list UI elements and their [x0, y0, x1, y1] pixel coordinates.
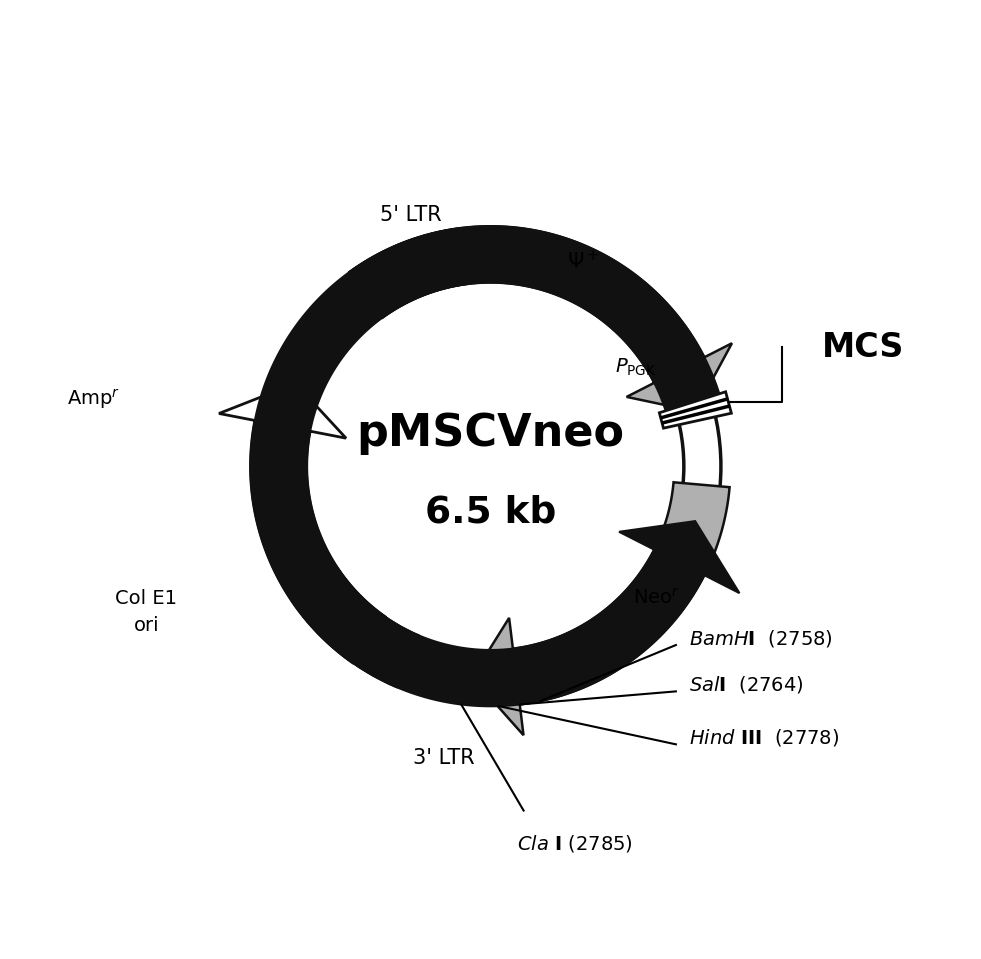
Text: $\mathbf{\mathit{BamH}}$$\mathbf{I}$  (2758): $\mathbf{\mathit{BamH}}$$\mathbf{I}$ (27…: [689, 628, 833, 649]
Text: $\mathit{P}_{\rm PGK}$: $\mathit{P}_{\rm PGK}$: [615, 357, 657, 378]
Text: 3' LTR: 3' LTR: [413, 748, 475, 767]
Wedge shape: [291, 569, 419, 688]
Wedge shape: [349, 228, 468, 317]
Text: 6.5 kb: 6.5 kb: [425, 495, 556, 530]
Text: $\mathbf{\mathit{Cla}}$ $\mathbf{I}$ (2785): $\mathbf{\mathit{Cla}}$ $\mathbf{I}$ (27…: [517, 833, 633, 854]
Text: $\Psi^+$: $\Psi^+$: [567, 249, 599, 272]
Text: Neo$^r$: Neo$^r$: [633, 589, 680, 609]
Text: $\mathbf{\mathit{Sal}}$$\mathbf{I}$  (2764): $\mathbf{\mathit{Sal}}$$\mathbf{I}$ (276…: [689, 674, 803, 695]
Polygon shape: [472, 482, 730, 736]
Text: pMSCVneo: pMSCVneo: [356, 411, 625, 455]
Wedge shape: [260, 236, 721, 696]
Text: $\mathbf{\mathit{Hind}}$ $\mathbf{III}$  (2778): $\mathbf{\mathit{Hind}}$ $\mathbf{III}$ …: [689, 727, 839, 748]
Polygon shape: [219, 384, 386, 663]
Text: Amp$^r$: Amp$^r$: [67, 388, 120, 412]
Text: 5' LTR: 5' LTR: [381, 204, 441, 224]
Polygon shape: [349, 226, 732, 411]
Polygon shape: [659, 392, 732, 428]
Text: Col E1
ori: Col E1 ori: [115, 589, 178, 635]
Text: MCS: MCS: [821, 331, 904, 363]
Polygon shape: [250, 226, 740, 706]
